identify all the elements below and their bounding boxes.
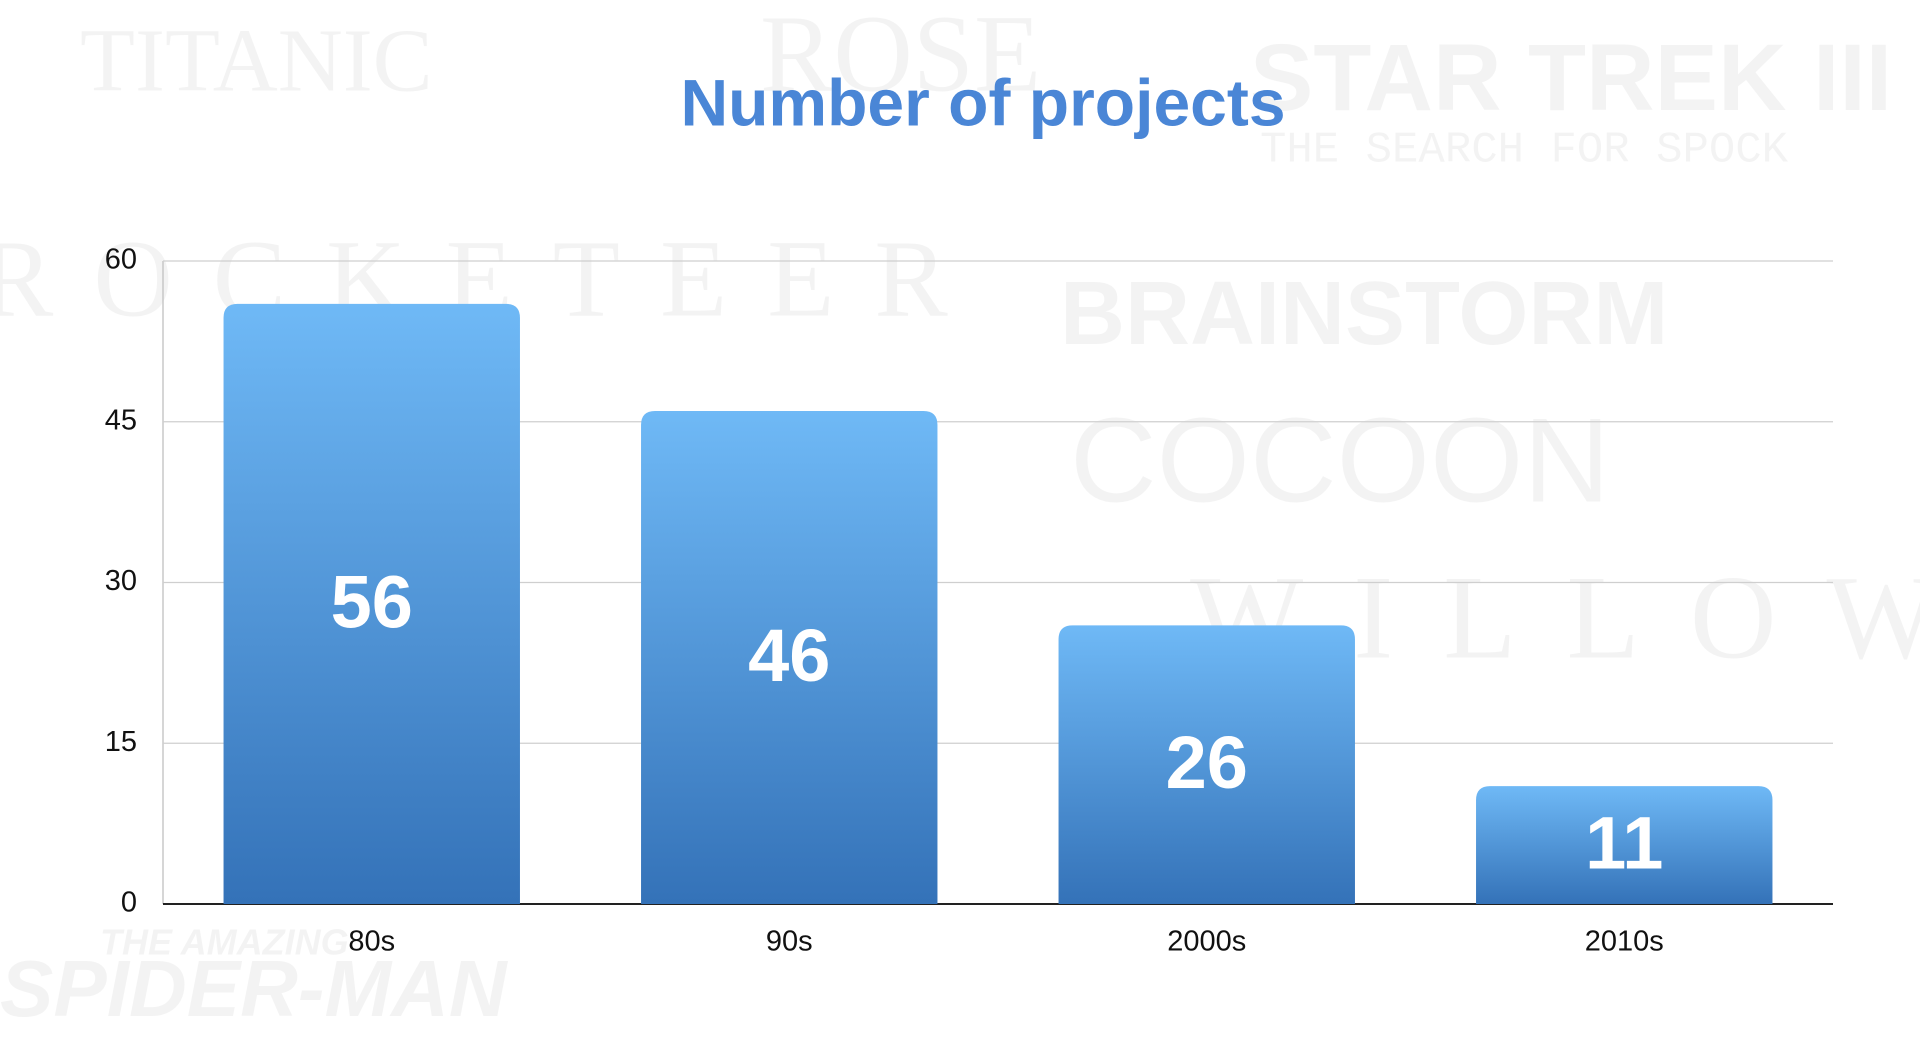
background-title: THE SEARCH FOR SPOCK (1260, 126, 1789, 176)
chart-title: Number of projects (680, 65, 1285, 139)
background-title: COCOON (1070, 394, 1610, 528)
background-title: TITANIC (80, 12, 433, 111)
x-tick-label: 2010s (1585, 926, 1664, 958)
background-title: BRAINSTORM (1060, 264, 1668, 364)
value-label: 56 (331, 560, 413, 643)
y-tick-label: 60 (105, 244, 137, 276)
background-title: STAR TREK III (1250, 25, 1892, 131)
bar (1058, 625, 1355, 904)
background-title: ROSE (760, 0, 1041, 114)
value-label: 26 (1166, 721, 1248, 804)
background-title: SPIDER-MAN (0, 944, 509, 1033)
background-title: THE AMAZING (100, 922, 349, 963)
x-tick-label: 2000s (1167, 926, 1246, 958)
bar (223, 303, 520, 904)
value-label: 11 (1585, 802, 1663, 885)
bar (641, 411, 938, 904)
y-tick-label: 30 (105, 565, 137, 597)
y-tick-label: 45 (105, 404, 137, 436)
value-label: 46 (748, 614, 830, 697)
bar (1476, 786, 1773, 904)
y-tick-label: 0 (121, 887, 137, 919)
x-tick-label: 90s (766, 926, 813, 958)
x-tick-label: 80s (348, 926, 395, 958)
y-tick-label: 15 (105, 726, 137, 758)
